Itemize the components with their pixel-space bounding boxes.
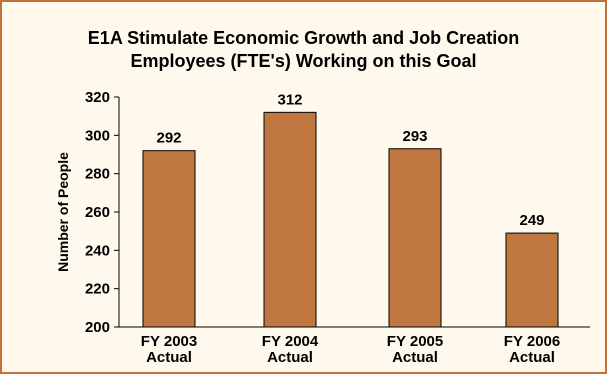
y-axis-title: Number of People: [55, 152, 71, 272]
y-tick-label-240: 240: [85, 242, 110, 259]
x-tick-label-2-line-2: Actual: [267, 349, 313, 366]
chart-title-line-1: E1A Stimulate Economic Growth and Job Cr…: [87, 28, 520, 48]
y-tick-label-220: 220: [85, 281, 110, 298]
data-label-1: 292: [156, 130, 181, 147]
bar-4: [505, 232, 559, 328]
x-tick-label-4-line-2: Actual: [509, 349, 555, 366]
bar-2: [263, 111, 317, 328]
y-tick-label-200: 200: [85, 319, 110, 336]
x-tick-label-3-line-1: FY 2005: [387, 333, 443, 350]
x-tick-label-1-line-2: Actual: [146, 349, 192, 366]
x-tick-label-2-line-1: FY 2004: [262, 333, 319, 350]
x-tick-label-3-line-2: Actual: [392, 349, 438, 366]
y-tick-label-320: 320: [85, 89, 110, 106]
data-label-3: 293: [402, 128, 427, 145]
x-tick-label-4-line-1: FY 2006: [504, 333, 560, 350]
chart-axes: 200 220 240 260 280 300 320 Number of People: [55, 89, 590, 336]
data-label-2: 312: [277, 91, 302, 108]
chart-bars: [142, 111, 559, 328]
data-label-4: 249: [519, 212, 544, 229]
bar-3: [388, 148, 442, 328]
y-tick-label-260: 260: [85, 204, 110, 221]
y-tick-label-300: 300: [85, 127, 110, 144]
x-tick-label-1-line-1: FY 2003: [141, 333, 197, 350]
chart-title-line-2: Employees (FTE's) Working on this Goal: [130, 51, 477, 71]
bar-1: [142, 150, 196, 328]
y-tick-label-280: 280: [85, 166, 110, 183]
